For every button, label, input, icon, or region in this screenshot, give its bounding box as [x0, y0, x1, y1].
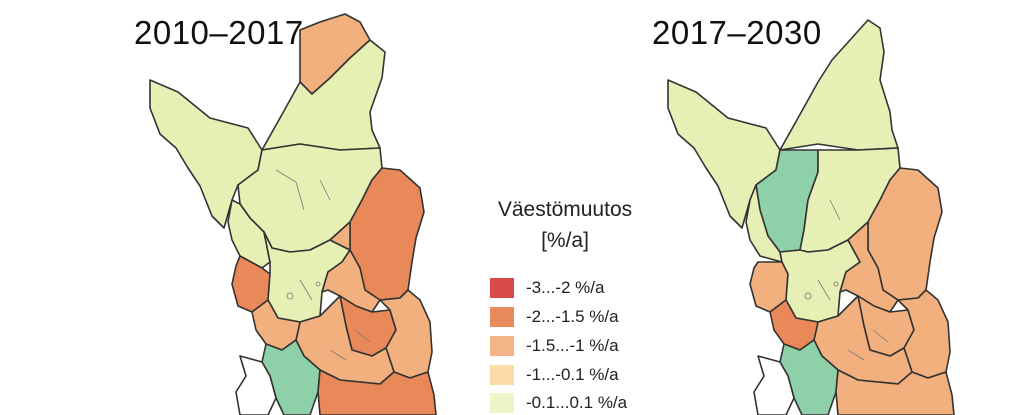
legend-swatch	[490, 393, 514, 413]
map-title-2010-2017: 2010–2017	[134, 14, 304, 51]
legend-item: -3...-2 %/a	[490, 277, 604, 299]
legend-label: -2...-1.5 %/a	[526, 307, 619, 326]
legend-label: -1.5...-1 %/a	[526, 336, 619, 355]
legend-item: -1...-0.1 %/a	[490, 364, 619, 386]
legend-swatch	[490, 307, 514, 327]
legend-swatch	[490, 336, 514, 356]
legend-label: -0.1...0.1 %/a	[526, 393, 628, 412]
legend-item: -1.5...-1 %/a	[490, 335, 619, 357]
legend-swatch	[490, 365, 514, 385]
region-ostrobothnia-west	[227, 199, 271, 269]
legend-label: -3...-2 %/a	[526, 278, 605, 297]
legend-title: Väestömuutos	[497, 198, 633, 221]
legend-item: -2...-1.5 %/a	[490, 306, 619, 328]
legend-item: -0.1...0.1 %/a	[490, 392, 627, 414]
legend-unit: [%/a]	[541, 229, 589, 252]
legend-label: -1...-0.1 %/a	[526, 365, 619, 384]
region-lapland-west	[149, 79, 263, 229]
region-coast-south	[235, 355, 277, 415]
region-south-east	[317, 369, 437, 415]
legend-swatch	[490, 278, 514, 298]
